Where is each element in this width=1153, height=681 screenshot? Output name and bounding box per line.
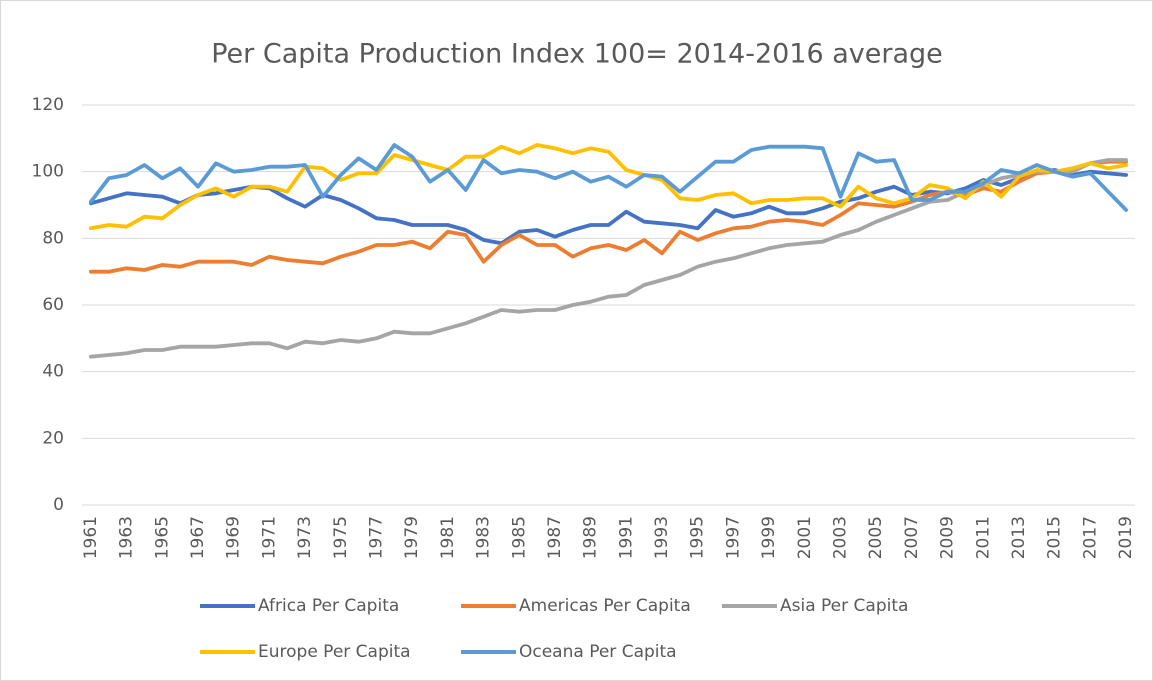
x-tick-label: 1967	[188, 516, 208, 559]
y-tick-label: 120	[32, 95, 64, 115]
chart-title: Per Capita Production Index 100= 2014-20…	[211, 39, 943, 70]
x-tick-label: 2003	[831, 516, 851, 559]
series-line	[89, 143, 1128, 212]
x-tick-label: 2007	[902, 516, 922, 559]
y-tick-label: 100	[32, 162, 64, 182]
x-tick-label: 1979	[402, 516, 422, 559]
x-tick-label: 1987	[545, 516, 565, 559]
x-tick-label: 1971	[259, 516, 279, 559]
x-tick-label: 2011	[973, 516, 993, 559]
x-tick-label: 1965	[152, 516, 172, 559]
x-tick-label: 1975	[331, 516, 351, 559]
x-tick-label: 1963	[117, 516, 137, 559]
y-tick-label: 20	[42, 428, 64, 448]
x-tick-label: 2005	[866, 516, 886, 559]
x-tick-label: 1961	[81, 516, 101, 559]
x-tick-label: 1977	[366, 516, 386, 559]
x-tick-label: 1997	[723, 516, 743, 559]
x-tick-label: 1993	[652, 516, 672, 559]
y-tick-label: 60	[42, 295, 64, 315]
legend-label: Africa Per Capita	[258, 596, 399, 616]
y-tick-label: 0	[53, 495, 64, 515]
legend-label: Americas Per Capita	[519, 596, 691, 616]
x-tick-label: 1973	[295, 516, 315, 559]
x-tick-label: 1989	[581, 516, 601, 559]
x-tick-label: 2013	[1009, 516, 1029, 559]
legend-label: Europe Per Capita	[258, 642, 411, 662]
legend-label: Asia Per Capita	[780, 596, 908, 616]
y-tick-label: 40	[42, 362, 64, 382]
x-tick-label: 1981	[438, 516, 458, 559]
x-tick-label: 1985	[509, 516, 529, 559]
y-tick-label: 80	[42, 228, 64, 248]
x-tick-label: 1969	[224, 516, 244, 559]
x-tick-label: 1995	[688, 516, 708, 559]
x-tick-label: 2009	[938, 516, 958, 559]
x-tick-label: 2019	[1116, 516, 1136, 559]
legend-label: Oceana Per Capita	[519, 642, 677, 662]
x-tick-label: 1983	[474, 516, 494, 559]
x-tick-label: 2001	[795, 516, 815, 559]
series-line	[89, 158, 1128, 359]
x-tick-label: 1991	[616, 516, 636, 559]
x-tick-label: 1999	[759, 516, 779, 559]
x-tick-label: 2015	[1045, 516, 1065, 559]
x-tick-label: 2017	[1080, 516, 1100, 559]
